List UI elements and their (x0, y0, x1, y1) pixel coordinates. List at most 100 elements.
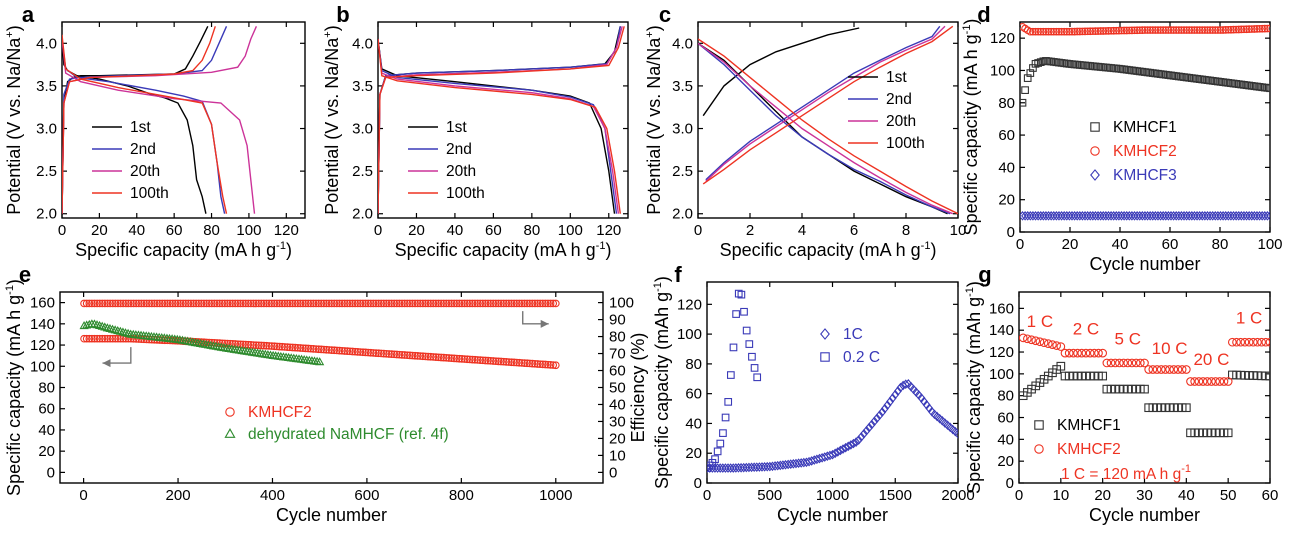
data-point (369, 349, 378, 357)
rate-label: 1 C (1236, 309, 1262, 328)
plot-frame (1019, 21, 1271, 233)
data-point (374, 299, 383, 308)
data-point (411, 351, 419, 360)
x-tick-label: 20 (91, 222, 108, 239)
data-point (1195, 211, 1204, 221)
data-point (716, 463, 725, 473)
data-point (1096, 27, 1105, 35)
data-point (1232, 211, 1241, 221)
axis-arrows (102, 311, 549, 368)
data-point (1226, 211, 1235, 221)
data-point (1244, 337, 1254, 347)
data-point (901, 379, 910, 390)
data-point (1174, 211, 1183, 221)
data-point (447, 354, 456, 363)
data-point (465, 299, 474, 308)
data-point (1181, 365, 1191, 374)
data-point (507, 358, 516, 367)
data-point (1098, 348, 1108, 358)
y-tick-label: 160 (989, 300, 1014, 317)
data-point (1229, 211, 1238, 221)
data-point (745, 340, 754, 348)
data-point (181, 299, 190, 308)
data-point (291, 299, 300, 308)
data-point (79, 321, 89, 330)
data-point (538, 360, 547, 369)
data-point (1211, 377, 1220, 386)
data-point (1065, 27, 1074, 36)
x-tick-label: 50 (1220, 487, 1237, 504)
data-point (93, 299, 101, 308)
y-tick-label: 100 (677, 326, 702, 343)
legend-label: 1st (446, 119, 467, 136)
data-point (127, 299, 135, 308)
data-point (299, 344, 307, 353)
data-point (1216, 26, 1225, 34)
data-point (252, 341, 260, 350)
data-point (481, 299, 490, 308)
x-tick-label: 20 (408, 222, 425, 239)
data-point (319, 299, 328, 308)
data-point (280, 299, 289, 308)
data-point (413, 299, 422, 308)
data-point (213, 299, 221, 308)
data-point (312, 299, 320, 308)
y-tick-label: 20 (997, 453, 1014, 470)
rate-label: 5 C (1115, 329, 1141, 348)
data-point (1245, 211, 1254, 221)
data-point (189, 299, 198, 308)
data-point (442, 353, 451, 362)
series-KMHCF2 (1019, 333, 1270, 386)
data-point (515, 299, 524, 308)
x-tick-label: 10 (1052, 487, 1069, 504)
data-point (171, 299, 180, 308)
data-point (458, 299, 466, 308)
data-point (429, 353, 438, 361)
series-line-2nd-charge (378, 26, 621, 214)
data-point (1094, 348, 1103, 358)
data-point (387, 299, 396, 308)
data-point (1214, 26, 1222, 34)
data-point (398, 351, 406, 359)
data-point (533, 299, 542, 308)
x-axis-title: Cycle number (1089, 254, 1200, 274)
series-line-100th-discharge (698, 38, 958, 215)
data-point (153, 299, 161, 308)
data-point (119, 299, 128, 308)
data-point (1034, 59, 1042, 67)
data-point (1112, 211, 1121, 221)
panel-label: a (22, 2, 35, 27)
data-point (416, 352, 425, 360)
x-tick-label: 1000 (539, 487, 572, 504)
x-tick-label: 20 (1094, 487, 1111, 504)
legend-label: 100th (130, 185, 169, 202)
x-tick-label: 0 (374, 222, 382, 239)
data-point (497, 299, 505, 308)
data-point (392, 299, 401, 308)
x-tick-label: 20 (1062, 236, 1079, 253)
data-point (194, 299, 203, 308)
data-point (426, 352, 435, 361)
data-point (265, 342, 273, 350)
data-point (463, 355, 472, 364)
data-point (1165, 365, 1174, 374)
data-point (419, 299, 427, 308)
data-point (1161, 365, 1170, 374)
data-point (1109, 211, 1118, 221)
data-point (1075, 27, 1084, 36)
data-point (1019, 333, 1028, 343)
data-point (421, 352, 430, 361)
y-tick-label: 3.5 (672, 78, 693, 95)
data-point (544, 360, 552, 369)
data-point (317, 345, 326, 354)
y-tick-label: 4.0 (672, 35, 693, 52)
legend-marker (1090, 122, 1100, 132)
data-point (1052, 27, 1061, 36)
data-point (348, 299, 357, 308)
data-point (382, 299, 391, 308)
data-point (395, 350, 404, 359)
data-point (499, 299, 508, 308)
x-tick-label: 1000 (816, 487, 849, 504)
y-tick-label: 60 (38, 401, 55, 418)
data-point (1258, 24, 1267, 33)
